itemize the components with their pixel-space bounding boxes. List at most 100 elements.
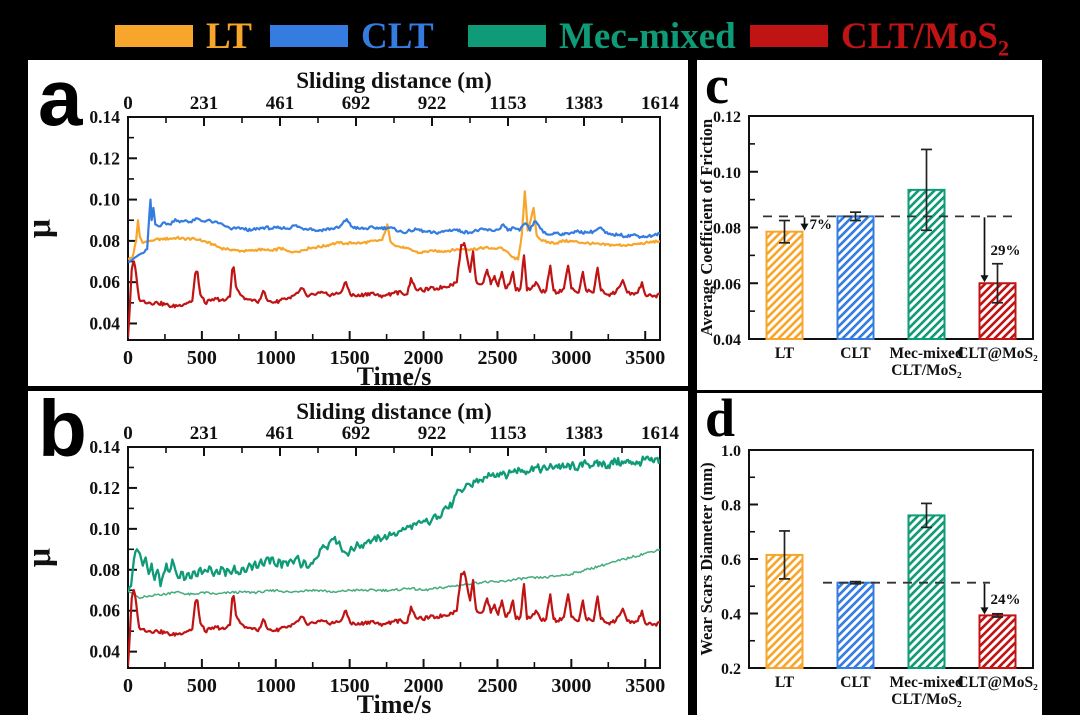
svg-text:0.14: 0.14 — [89, 437, 120, 457]
svg-text:0.10: 0.10 — [713, 165, 741, 182]
category-label: CLT/MoS₂ — [891, 691, 962, 708]
svg-text:0.08: 0.08 — [89, 560, 120, 580]
plot-frame — [127, 446, 661, 669]
svg-text:0.06: 0.06 — [89, 272, 120, 292]
panel-c: c 0.04 0.06 0.08 0.10 0.12 Average Coefficien… — [697, 58, 1042, 390]
svg-text:2500: 2500 — [477, 347, 517, 369]
top-axis-title: Sliding distance (m) — [296, 399, 492, 424]
bar-LT — [765, 230, 804, 340]
svg-text:0.14: 0.14 — [89, 107, 120, 127]
category-label: CLT@MoS₂ — [957, 345, 1038, 362]
bar-CLT@MoS₂ — [978, 614, 1017, 669]
svg-text:692: 692 — [342, 93, 371, 114]
svg-text:0.12: 0.12 — [713, 109, 741, 126]
svg-text:231: 231 — [190, 423, 219, 444]
top-axis-title: Sliding distance (m) — [296, 68, 492, 93]
svg-text:0.04: 0.04 — [89, 313, 120, 333]
legend-item-clt: CLT — [270, 12, 434, 60]
panel-d-letter: d — [705, 388, 736, 448]
x-axis-title: Time/s — [357, 362, 432, 386]
svg-text:1383: 1383 — [565, 423, 603, 444]
svg-text:2500: 2500 — [477, 675, 517, 697]
svg-text:1000: 1000 — [256, 347, 296, 369]
series-Mec-mixed — [128, 455, 660, 593]
panel-d-wear-scar-bar-chart: 0.2 0.4 0.6 0.8 1.0 Wear Scars Diameter (mm) 2… — [697, 443, 1038, 708]
svg-text:461: 461 — [266, 93, 295, 114]
legend-swatch-mec-mixed — [468, 25, 546, 47]
legend-label-lt: LT — [206, 15, 252, 57]
series-Mec-mixed (thin lower curve) — [128, 548, 660, 600]
svg-text:0.08: 0.08 — [89, 231, 120, 251]
series-CLT/MoS₂ — [128, 241, 660, 338]
svg-text:922: 922 — [418, 93, 447, 114]
svg-text:1383: 1383 — [565, 93, 603, 114]
svg-text:0.4: 0.4 — [721, 607, 741, 624]
svg-text:922: 922 — [418, 423, 447, 444]
plot-frame — [748, 449, 1034, 669]
svg-text:3000: 3000 — [551, 675, 591, 697]
panel-a-friction-time-chart: 0.040.060.080.100.120.140 500 1000 1500 2000… — [28, 68, 680, 386]
panel-b: b 0.04 0.06 0.08 0.10 0.12 0.14 0 500 1000 1500 20… — [28, 384, 688, 715]
svg-text:0.8: 0.8 — [721, 498, 741, 515]
legend-swatch-lt — [115, 25, 193, 47]
svg-text:1500: 1500 — [330, 675, 370, 697]
svg-text:1.0: 1.0 — [721, 443, 741, 460]
svg-text:0.2: 0.2 — [721, 661, 741, 678]
series-CLT/MoS₂ — [128, 570, 660, 667]
category-label: CLT — [840, 345, 871, 362]
legend-label-clt-mos2: CLT/MoS₂ — [841, 15, 1010, 57]
svg-text:0.12: 0.12 — [89, 478, 120, 498]
svg-text:3000: 3000 — [551, 347, 591, 369]
legend-item-lt: LT — [115, 12, 252, 60]
plot-frame — [748, 115, 1034, 340]
panel-d: d 0.2 0.4 0.6 0.8 1.0 Wear Scars Diameter (mm… — [697, 388, 1042, 715]
svg-text:0.04: 0.04 — [89, 642, 120, 662]
svg-text:1153: 1153 — [490, 423, 527, 444]
bar-Mec-mixed CLT/MoS₂ — [907, 514, 946, 670]
svg-text:0: 0 — [123, 675, 133, 697]
category-label: LT — [775, 674, 795, 691]
svg-text:1000: 1000 — [256, 675, 296, 697]
y-axis-title: μ — [28, 219, 58, 238]
figure-legend: LT CLT Mec-mixed CLT/MoS₂ — [0, 12, 1080, 60]
svg-text:0.04: 0.04 — [713, 332, 741, 349]
legend-item-clt-mos2: CLT/MoS₂ — [750, 12, 1009, 60]
legend-swatch-clt-mos2 — [750, 25, 828, 47]
y-axis-title: Average Coefficient of Friction — [697, 119, 716, 336]
svg-text:1614: 1614 — [641, 93, 680, 114]
svg-text:1614: 1614 — [641, 423, 680, 444]
category-label: Mec-mixed — [889, 674, 963, 691]
svg-text:1500: 1500 — [330, 347, 370, 369]
y-axis-title: Wear Scars Diameter (mm) — [697, 462, 716, 655]
plot-frame — [127, 116, 661, 341]
annotation-label: 7% — [810, 217, 833, 233]
x-axis-title: Time/s — [357, 690, 432, 715]
bar-CLT — [836, 581, 875, 670]
legend-label-mec-mixed: Mec-mixed — [559, 15, 736, 57]
svg-text:692: 692 — [342, 423, 371, 444]
svg-text:2000: 2000 — [404, 347, 444, 369]
series-CLT — [128, 198, 660, 264]
y-axis-title: μ — [28, 548, 58, 567]
bar-CLT — [836, 215, 875, 341]
svg-text:3500: 3500 — [625, 347, 665, 369]
svg-text:500: 500 — [187, 675, 217, 697]
legend-swatch-clt — [270, 25, 348, 47]
category-label: LT — [775, 345, 795, 362]
category-label: CLT@MoS₂ — [957, 674, 1038, 691]
svg-text:0: 0 — [123, 347, 133, 369]
panel-a-letter: a — [38, 53, 83, 142]
panel-b-friction-time-chart: 0.040.060.080.100.120.140 500 1000 1500 2000… — [28, 399, 680, 715]
annotation-label: 24% — [991, 592, 1021, 608]
svg-text:2000: 2000 — [404, 675, 444, 697]
svg-text:0: 0 — [123, 423, 133, 444]
svg-text:0.08: 0.08 — [713, 221, 741, 238]
svg-text:1153: 1153 — [490, 93, 527, 114]
svg-text:0.6: 0.6 — [721, 552, 741, 569]
svg-text:500: 500 — [187, 347, 217, 369]
svg-text:461: 461 — [266, 423, 295, 444]
panel-b-letter: b — [38, 384, 87, 473]
svg-text:0.06: 0.06 — [89, 601, 120, 621]
